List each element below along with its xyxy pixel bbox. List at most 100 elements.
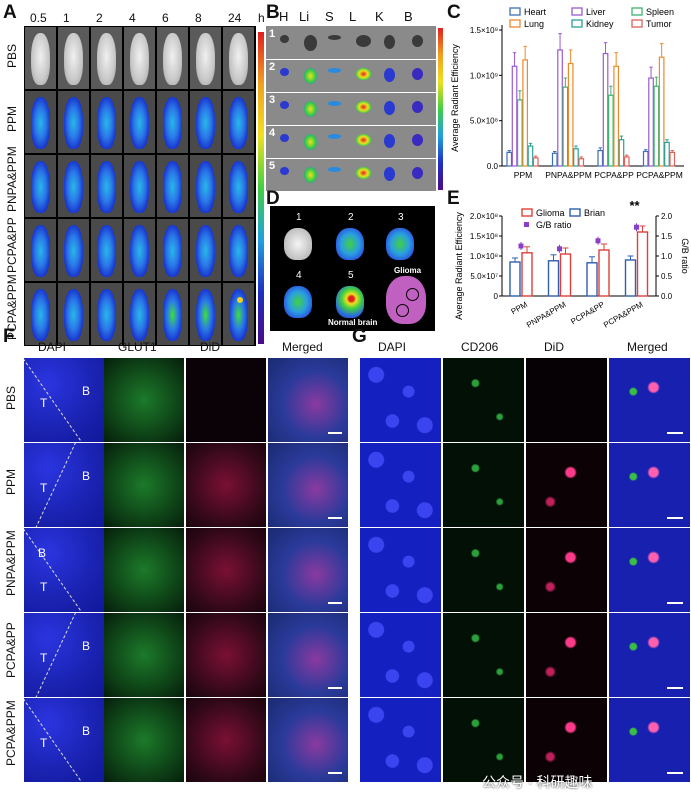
f-row-label: PCPA&PP (4, 622, 18, 679)
group-label: PCPA&PP (5, 216, 19, 273)
category-label: PPM (509, 300, 529, 317)
colorbar-b (438, 28, 443, 190)
bar-brian (547, 260, 560, 297)
timepoint-label: 0.5 (30, 11, 47, 25)
organ-sample (356, 68, 372, 80)
fluorescence-signal (130, 97, 149, 149)
bar-glioma (521, 252, 533, 297)
f-column-label: Merged (282, 340, 323, 354)
brain-number: 3 (398, 212, 404, 223)
organ-sample (280, 68, 289, 76)
tumor-boundary (30, 443, 81, 527)
organ-sample (384, 68, 395, 82)
timepoint-label: 8 (195, 11, 202, 25)
category-label: PCPA&PP (569, 300, 606, 326)
tumor-label: T (40, 651, 48, 665)
organ-sample (412, 167, 423, 179)
bar-tumor (578, 158, 585, 167)
fluorescence-signal (64, 161, 83, 213)
time-unit-label: h (258, 11, 265, 25)
bar-liver (648, 77, 654, 167)
y-tick-label: 0.0 (487, 162, 499, 171)
mouse-cell (157, 155, 188, 217)
bar-tumor (532, 157, 539, 167)
fluorescence-signal (64, 97, 83, 149)
y-tick-label: 1.0×10⁸ (470, 252, 498, 261)
f-column-label: GLUT1 (118, 340, 157, 354)
mouse-cell (223, 219, 254, 281)
panel-f-label: F (3, 326, 15, 347)
category-label: PCPA&PPM (636, 170, 683, 180)
bar-liver (557, 49, 563, 167)
g-micrograph (360, 528, 441, 612)
bar-heart (551, 152, 558, 167)
f-micrograph (268, 358, 348, 442)
mouse-cell (190, 219, 221, 281)
fluorescence-signal (163, 225, 182, 277)
brain-label: B (82, 384, 91, 398)
organ-sample (304, 68, 318, 84)
legend-glioma: Glioma (536, 208, 565, 218)
f-row-label: PBS (4, 385, 18, 410)
g-micrograph (526, 698, 607, 782)
f-micrograph (268, 698, 348, 782)
organ-sample (412, 68, 423, 80)
brain-image (284, 286, 312, 318)
y2-axis-label: G/B ratio (680, 238, 690, 274)
g-column-label: DAPI (378, 340, 407, 354)
g-micrograph (360, 443, 441, 527)
mouse-cell (91, 219, 122, 281)
y2-tick-label: 1.0 (661, 252, 673, 261)
panel-g-label: G (352, 326, 367, 347)
g-micrograph (526, 443, 607, 527)
timepoint-label: 4 (129, 11, 136, 25)
bar-lung (658, 56, 665, 167)
fluorescence-signal (163, 289, 182, 341)
fluorescence-signal (64, 225, 83, 277)
mouse-cell (124, 283, 155, 345)
y-tick-label: 2.0×10⁸ (470, 212, 498, 221)
scale-bar (328, 687, 342, 689)
bar-liver (602, 52, 609, 167)
tumor-label: T (40, 396, 48, 410)
g-micrograph (609, 613, 690, 697)
g-micrograph (526, 358, 607, 442)
g-micrograph (609, 443, 690, 527)
panel-b-label: B (266, 2, 280, 23)
chart-e-glioma-brain: 0 5.0×10⁷ 1.0×10⁸ 1.5×10⁸ 2.0×10⁸ 0.0 0.5 1.0 1.… (454, 198, 690, 330)
fluorescence-signal (130, 161, 149, 213)
f-micrograph (104, 358, 184, 442)
g-micrograph (526, 528, 607, 612)
mouse-cell (223, 27, 254, 89)
scale-bar (667, 772, 683, 774)
mouse-cell (25, 27, 56, 89)
organ-label: L (349, 9, 357, 24)
g-column-label: CD206 (461, 340, 499, 354)
organ-sample (356, 134, 372, 146)
f-row-label: PPM (4, 468, 18, 495)
f-micrograph (186, 698, 266, 782)
organ-sample (356, 35, 372, 47)
brain-image (284, 228, 312, 260)
panel-c-label: C (447, 2, 461, 23)
normal-brain-label: Normal brain (328, 318, 378, 327)
mouse-cell (91, 91, 122, 153)
mouse-cell (124, 27, 155, 89)
tumor-boundary (24, 698, 89, 782)
mouse-body (31, 33, 50, 85)
f-row-label: PCPA&PPM (4, 700, 18, 767)
g-micrograph (360, 613, 441, 697)
mouse-cell (58, 155, 89, 217)
mouse-imaging-grid (24, 26, 256, 346)
bar-heart (506, 151, 513, 167)
organ-label: B (404, 9, 413, 24)
bar-glioma (598, 249, 610, 297)
tumor-boundary (24, 528, 89, 612)
y-tick-label: 5.0×10⁸ (470, 117, 498, 126)
bar-lung (522, 59, 529, 167)
organ-sample (328, 167, 342, 172)
bar-spleen (562, 86, 569, 167)
organ-row-label: 1 (269, 28, 276, 40)
row-divider (266, 125, 436, 126)
